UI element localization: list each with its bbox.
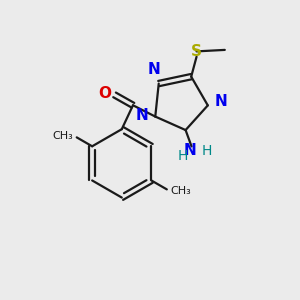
- Text: N: N: [148, 62, 161, 77]
- Text: N: N: [214, 94, 227, 109]
- Text: S: S: [191, 44, 202, 59]
- Text: H: H: [177, 149, 188, 163]
- Text: O: O: [98, 86, 111, 101]
- Text: CH₃: CH₃: [170, 186, 191, 196]
- Text: H: H: [202, 144, 212, 158]
- Text: CH₃: CH₃: [52, 131, 73, 141]
- Text: N: N: [136, 108, 149, 123]
- Text: N: N: [184, 143, 196, 158]
